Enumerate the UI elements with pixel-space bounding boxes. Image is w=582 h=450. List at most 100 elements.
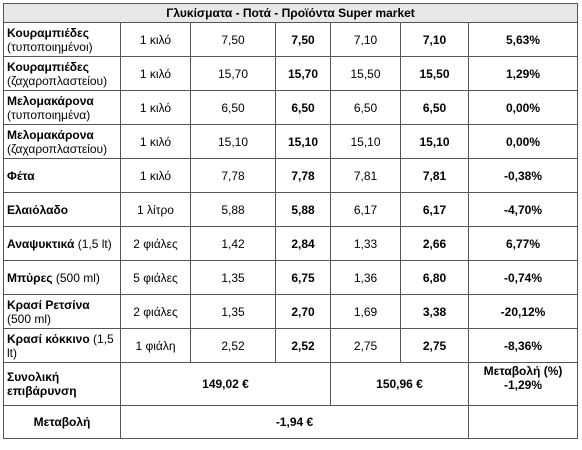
value-cell: 6,50: [190, 90, 276, 125]
value-cell: 6,50: [400, 90, 469, 125]
value-cell: -0,38%: [467, 158, 579, 193]
price-table: Γλυκίσματα - Ποτά - Προϊόντα Super marke…: [2, 3, 579, 439]
value-cell: 6,50: [275, 90, 331, 125]
value-cell: 2,84: [275, 226, 331, 261]
value-cell: -4,70%: [467, 192, 579, 227]
value-cell: 1,35: [190, 260, 276, 295]
item-name: Ελαιόλαδο: [7, 202, 69, 217]
item-cell: Μελομακάρονα (ζαχαροπλαστείου): [3, 124, 121, 159]
value-cell: 6,75: [275, 260, 331, 295]
item-row: Φέτα 1 κιλό 7,78 7,78 7,81 7,81 -0,38%: [3, 158, 579, 193]
table-title: Γλυκίσματα - Ποτά - Προϊόντα Super marke…: [2, 3, 579, 23]
item-row: Μελομακάρονα (τυποποιημένα) 1 κιλό 6,50 6,5…: [3, 90, 579, 125]
value-cell: 5,88: [190, 192, 276, 227]
item-row: Μελομακάρονα (ζαχαροπλαστείου) 1 κιλό 15,1…: [3, 124, 579, 159]
item-name: Κρασί Ρετσίνα: [7, 297, 90, 312]
total-2: 150,96 €: [330, 362, 469, 406]
item-row: Κρασί Ρετσίνα (500 ml) 2 φιάλες 1,35 2,70 1,…: [3, 294, 579, 329]
quantity: 1 λίτρο: [120, 192, 191, 227]
item-row: Κρασί κόκκινο (1,5 lt) 1 φιάλη 2,52 2,52 2,7…: [3, 328, 579, 363]
title-row: Γλυκίσματα - Ποτά - Προϊόντα Super marke…: [2, 3, 579, 23]
value-cell: 6,50: [330, 90, 401, 125]
value-cell: 7,81: [330, 158, 401, 193]
item-name: Μελομακάρονα: [7, 127, 94, 142]
quantity: 2 φιάλες: [120, 226, 191, 261]
item-name: Φέτα: [7, 168, 35, 183]
item-note: (500 ml): [55, 270, 100, 285]
value-cell: 7,10: [400, 22, 469, 57]
item-cell: Μελομακάρονα (τυποποιημένα): [3, 90, 121, 125]
item-name: Κουραμπιέδες: [7, 25, 89, 40]
item-cell: Ελαιόλαδο: [3, 192, 121, 227]
value-cell: 2,70: [275, 294, 331, 329]
item-row: Μπύρες (500 ml) 5 φιάλες 1,35 6,75 1,36 6,80-…: [3, 260, 579, 295]
item-row: Ελαιόλαδο 1 λίτρο 5,88 5,88 6,17 6,17 -4,70%: [3, 192, 579, 227]
item-cell: Μπύρες (500 ml): [3, 260, 121, 295]
value-cell: 1,29%: [467, 56, 579, 91]
summary-row: Συνολική επιβάρυνση 149,02 €150,96 € Μεταβ…: [3, 362, 579, 406]
total-1: 149,02 €: [120, 362, 331, 406]
value-cell: 7,78: [190, 158, 276, 193]
item-note: (1,5 lt): [77, 236, 112, 251]
change-label: Μεταβολή (%): [483, 364, 563, 378]
value-cell: 15,10: [275, 124, 331, 159]
value-cell: 0,00%: [467, 90, 579, 125]
value-cell: 1,35: [190, 294, 276, 329]
item-cell: Κουραμπιέδες (τυποποιημένοι): [3, 22, 121, 57]
item-note: (τυποποιημένοι): [7, 39, 93, 54]
value-cell: 7,50: [190, 22, 276, 57]
item-row: Κουραμπιέδες (ζαχαροπλαστείου) 1 κιλό 15,7…: [3, 56, 579, 91]
item-name: Κρασί κόκκινο: [7, 331, 90, 346]
change-value: -1,29%: [503, 378, 543, 392]
difference-label: Μεταβολή: [3, 405, 121, 439]
value-cell: 15,50: [400, 56, 469, 91]
item-cell: Κρασί κόκκινο (1,5 lt): [3, 328, 121, 363]
quantity: 1 κιλό: [120, 124, 191, 159]
item-name: Μπύρες: [7, 270, 53, 285]
quantity: 1 κιλό: [120, 90, 191, 125]
item-cell: Κρασί Ρετσίνα (500 ml): [3, 294, 121, 329]
value-cell: 7,10: [330, 22, 401, 57]
item-name: Κουραμπιέδες: [7, 59, 89, 74]
quantity: 1 κιλό: [120, 56, 191, 91]
quantity: 2 φιάλες: [120, 294, 191, 329]
item-cell: Κουραμπιέδες (ζαχαροπλαστείου): [3, 56, 121, 91]
value-cell: 6,80: [400, 260, 469, 295]
table-body: Γλυκίσματα - Ποτά - Προϊόντα Super marke…: [2, 3, 579, 439]
item-note: (500 ml): [7, 311, 52, 326]
summary-label: Συνολική επιβάρυνση: [3, 362, 121, 406]
quantity: 1 κιλό: [120, 158, 191, 193]
item-name: Μελομακάρονα: [7, 93, 94, 108]
item-cell: Αναψυκτικά (1,5 lt): [3, 226, 121, 261]
value-cell: 0,00%: [467, 124, 579, 159]
item-row: Αναψυκτικά (1,5 lt) 2 φιάλες 1,42 2,84 1,33 2…: [3, 226, 579, 261]
value-cell: 15,50: [330, 56, 401, 91]
value-cell: 2,75: [400, 328, 469, 363]
value-cell: 3,38: [400, 294, 469, 329]
value-cell: 7,50: [275, 22, 331, 57]
quantity: 1 κιλό: [120, 22, 191, 57]
value-cell: 2,66: [400, 226, 469, 261]
value-cell: -20,12%: [467, 294, 579, 329]
quantity: 1 φιάλη: [120, 328, 191, 363]
item-note: (ζαχαροπλαστείου): [7, 73, 108, 88]
value-cell: 6,17: [330, 192, 401, 227]
value-cell: 6,17: [400, 192, 469, 227]
value-cell: 7,81: [400, 158, 469, 193]
value-cell: 15,70: [275, 56, 331, 91]
difference-value: -1,94 €: [120, 405, 469, 439]
value-cell: 1,69: [330, 294, 401, 329]
value-cell: 5,63%: [467, 22, 579, 57]
value-cell: 1,36: [330, 260, 401, 295]
quantity: 5 φιάλες: [120, 260, 191, 295]
value-cell: 1,42: [190, 226, 276, 261]
value-cell: 6,77%: [467, 226, 579, 261]
value-cell: 2,75: [330, 328, 401, 363]
value-cell: 2,52: [190, 328, 276, 363]
value-cell: 15,70: [190, 56, 276, 91]
item-name: Αναψυκτικά: [7, 236, 75, 251]
value-cell: 15,10: [400, 124, 469, 159]
item-note: (τυποποιημένα): [7, 107, 91, 122]
value-cell: 15,10: [190, 124, 276, 159]
